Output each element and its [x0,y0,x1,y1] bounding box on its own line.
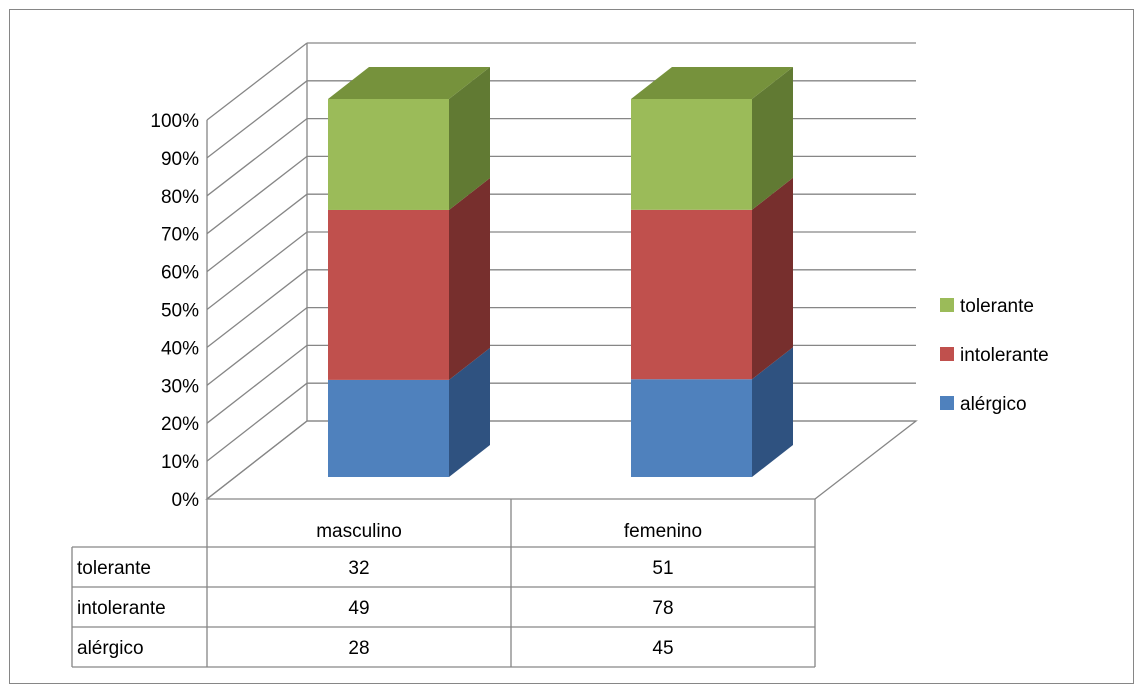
y-tick-label: 60% [161,263,199,284]
table-row-label: alérgico [77,638,144,659]
side-gridline [206,231,308,311]
y-tick-label: 90% [161,149,199,170]
y-tick-label: 20% [161,414,199,435]
y-tick-label: 80% [161,187,199,208]
bar-masculino-alérgico [328,379,449,477]
bar-side-femenino [752,347,793,477]
legend-label-intolerante: intolerante [960,345,1049,366]
y-tick-label: 10% [161,452,199,473]
side-gridline [206,118,308,197]
bar-side-femenino [752,177,793,380]
bar-femenino-intolerante [631,209,752,380]
legend-label-tolerante: tolerante [960,296,1034,317]
legend-swatch-intolerante [940,347,954,361]
table-cell: 28 [348,638,369,659]
y-tick-label: 100% [150,111,199,132]
legend-swatch-alérgico [940,396,954,410]
bar-top-femenino [631,67,793,99]
bar-side-masculino [449,177,490,380]
side-gridline [206,307,308,386]
side-gridline [206,344,308,424]
chart-border [9,9,1134,684]
bar-side-femenino [752,67,793,210]
legend-swatch-tolerante [940,298,954,312]
table-cell: 45 [652,638,673,659]
bar-femenino-alérgico [631,379,752,477]
bar-femenino-tolerante [631,99,752,210]
table-header-masculino: masculino [316,521,402,542]
bar-masculino-intolerante [328,209,449,380]
bar-top-masculino [328,67,490,99]
table-cell: 32 [348,558,369,579]
side-gridline [206,382,308,462]
table-row-label: intolerante [77,598,166,619]
side-gridline [206,80,308,159]
side-gridline [206,155,308,235]
y-tick-label: 50% [161,301,199,322]
y-tick-label: 30% [161,376,199,397]
bar-side-masculino [449,67,490,210]
table-header-femenino: femenino [624,521,702,542]
chart-floor [205,420,918,500]
bar-side-masculino [449,347,490,477]
table-cell: 49 [348,598,369,619]
side-gridline [206,193,308,273]
side-gridline [206,269,308,348]
y-tick-label: 70% [161,225,199,246]
table-cell: 78 [652,598,673,619]
y-tick-label: 40% [161,338,199,359]
table-cell: 51 [652,558,673,579]
table-row-label: tolerante [77,558,151,579]
bar-masculino-tolerante [328,99,449,210]
side-gridline [206,42,308,121]
y-tick-label: 0% [172,490,200,511]
legend-label-alérgico: alérgico [960,394,1027,415]
